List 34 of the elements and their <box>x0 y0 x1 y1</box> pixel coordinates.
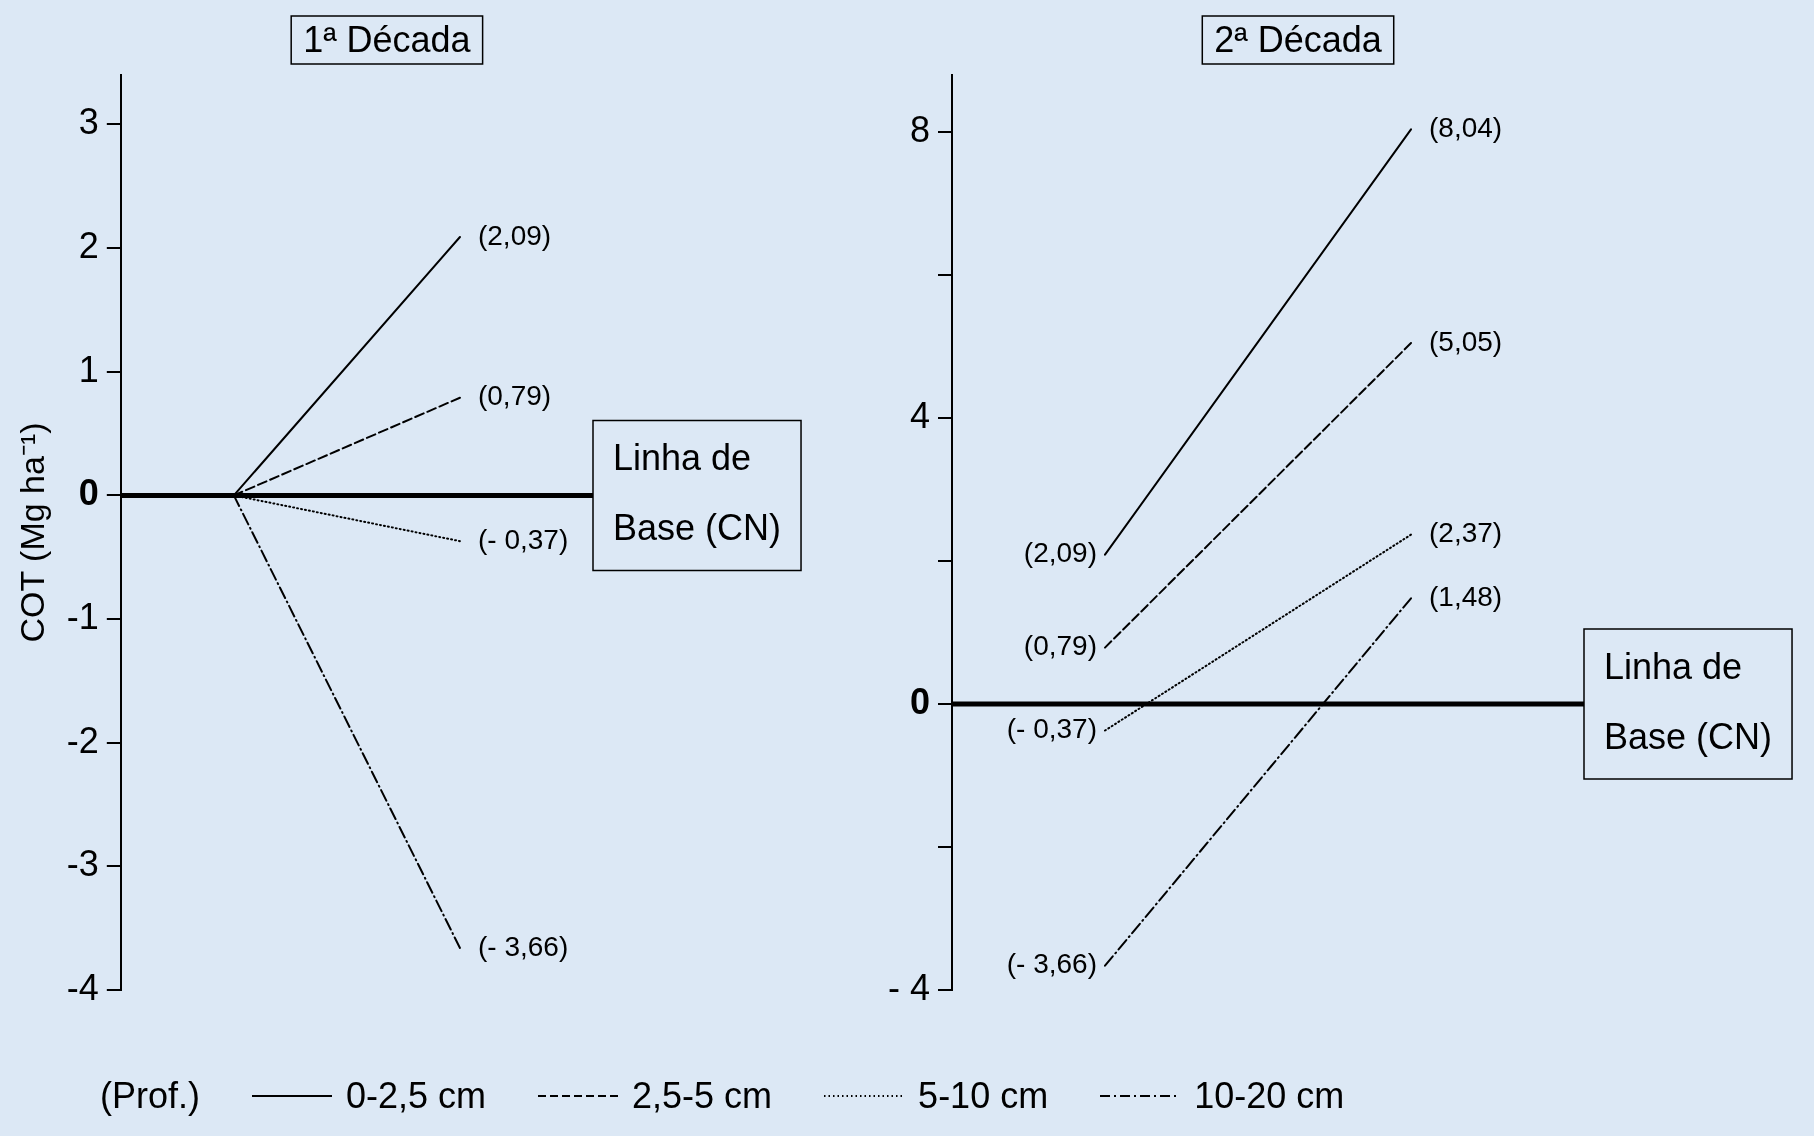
y-axis-title: COT (Mg ha⁻¹) <box>12 422 51 643</box>
y-tick-label: 1 <box>78 348 99 390</box>
chart-title: 1ª Década <box>303 18 472 60</box>
y-tick-label: - 4 <box>888 966 931 1008</box>
y-tick-label: 3 <box>78 101 99 143</box>
data-label: (- 0,37) <box>477 523 569 555</box>
y-tick-label: 0 <box>909 680 931 722</box>
data-label: (0,79) <box>1023 630 1098 662</box>
data-label: (- 3,66) <box>477 930 569 962</box>
data-label: (2,09) <box>477 219 552 251</box>
y-tick-label: 8 <box>909 109 931 151</box>
chart-title: 2ª Década <box>1214 18 1383 60</box>
y-tick-label: -4 <box>66 966 99 1008</box>
y-tick-label: -3 <box>66 843 99 885</box>
ref-line-label: Linha de Base (CN) <box>613 437 782 549</box>
data-label: (2,09) <box>1023 537 1098 569</box>
y-tick-label: 4 <box>909 395 931 437</box>
data-label: (- 0,37) <box>1006 713 1098 745</box>
data-label: (5,05) <box>1429 325 1503 357</box>
legend-title: (Prof.) <box>100 1075 201 1117</box>
data-label: (2,37) <box>1429 517 1503 549</box>
data-label: (8,04) <box>1429 112 1503 144</box>
legend-label: 10-20 cm <box>1194 1075 1345 1117</box>
legend-label: 5-10 cm <box>918 1075 1049 1117</box>
y-tick-label: -2 <box>66 719 99 761</box>
data-label: (- 3,66) <box>1006 948 1098 980</box>
data-label: (0,79) <box>477 380 552 412</box>
ref-line-label: Linha de Base (CN) <box>1604 645 1773 757</box>
y-tick-label: -1 <box>66 595 99 637</box>
data-label: (1,48) <box>1429 580 1503 612</box>
legend-label: 0-2,5 cm <box>346 1075 487 1117</box>
legend-label: 2,5-5 cm <box>632 1075 773 1117</box>
y-tick-label: 0 <box>78 472 99 514</box>
y-tick-label: 2 <box>78 225 99 267</box>
